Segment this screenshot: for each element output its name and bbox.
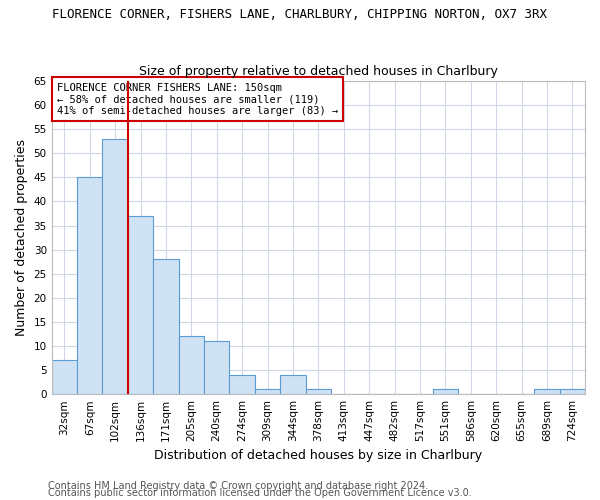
Title: Size of property relative to detached houses in Charlbury: Size of property relative to detached ho… [139, 66, 498, 78]
Bar [534, 390, 560, 394]
Text: Contains public sector information licensed under the Open Government Licence v3: Contains public sector information licen… [48, 488, 472, 498]
Bar [255, 390, 280, 394]
Bar [179, 336, 204, 394]
Bar [153, 260, 179, 394]
Bar [103, 139, 128, 394]
Bar [229, 375, 255, 394]
Text: FLORENCE CORNER, FISHERS LANE, CHARLBURY, CHIPPING NORTON, OX7 3RX: FLORENCE CORNER, FISHERS LANE, CHARLBURY… [53, 8, 548, 20]
Bar [204, 341, 229, 394]
Bar [128, 216, 153, 394]
Y-axis label: Number of detached properties: Number of detached properties [15, 139, 28, 336]
Bar [305, 390, 331, 394]
Bar [280, 375, 305, 394]
Text: Contains HM Land Registry data © Crown copyright and database right 2024.: Contains HM Land Registry data © Crown c… [48, 481, 428, 491]
Bar [52, 360, 77, 394]
Bar [560, 390, 585, 394]
Text: FLORENCE CORNER FISHERS LANE: 150sqm
← 58% of detached houses are smaller (119)
: FLORENCE CORNER FISHERS LANE: 150sqm ← 5… [57, 82, 338, 116]
Bar [77, 178, 103, 394]
Bar [433, 390, 458, 394]
X-axis label: Distribution of detached houses by size in Charlbury: Distribution of detached houses by size … [154, 450, 482, 462]
